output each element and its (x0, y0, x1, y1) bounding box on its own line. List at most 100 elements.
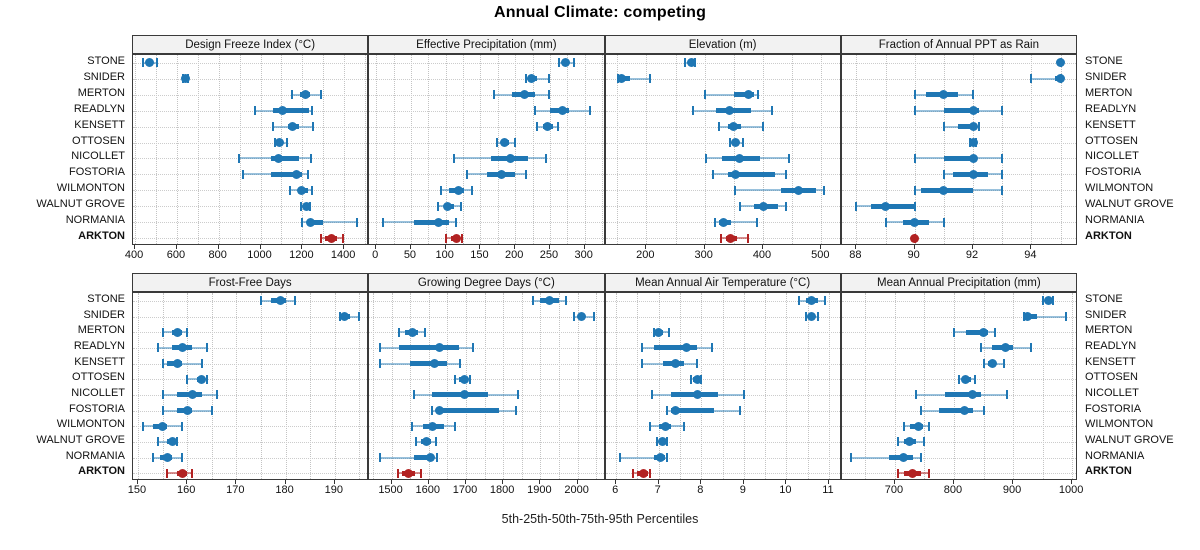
median-dot (660, 421, 670, 431)
grid-line-vertical (428, 55, 430, 244)
whisker-cap-high (942, 217, 945, 227)
grid-line-horizontal (605, 410, 840, 412)
whisker-cap-low (301, 217, 304, 227)
whisker-cap-low (161, 406, 164, 415)
grid-line-vertical (334, 293, 336, 479)
whisker-cap-low (412, 390, 415, 400)
site-label: READLYN (73, 339, 125, 352)
whisker-cap-low (640, 359, 643, 368)
grid-line-vertical (567, 55, 569, 244)
x-tick-label: 2000 (564, 484, 589, 496)
median-dot (403, 468, 413, 478)
panel-plot-area (840, 54, 1077, 245)
whisker-cap-low (411, 421, 414, 431)
median-dot (519, 90, 529, 100)
median-dot (505, 153, 515, 163)
median-dot (500, 138, 510, 148)
iqr-bar (273, 108, 309, 114)
iqr-bar (410, 361, 448, 366)
grid-line-vertical (616, 293, 618, 479)
grid-line-horizontal (133, 94, 368, 96)
whisker-cap-high (977, 122, 980, 132)
median-dot (162, 453, 172, 462)
whisker-cap-high (823, 185, 826, 195)
whisker-cap-high (710, 343, 713, 353)
iqr-bar (870, 203, 915, 209)
site-label: STONE (1085, 54, 1123, 67)
site-label: STONE (87, 54, 125, 67)
median-dot (881, 201, 890, 211)
grid-line-horizontal (133, 394, 368, 396)
whisker-cap-high (205, 343, 208, 353)
median-dot (1023, 312, 1033, 321)
x-tick-label: 1900 (527, 484, 552, 496)
site-label: READLYN (1085, 102, 1137, 115)
median-dot (306, 217, 316, 227)
grid-line-vertical (447, 293, 449, 479)
whisker-cap-high (459, 201, 462, 211)
whisker-cap-low (320, 233, 323, 243)
whisker-cap-high (1001, 185, 1004, 195)
whisker-cap-low (300, 201, 303, 211)
axis-tick-mark (820, 245, 822, 249)
median-dot (968, 169, 978, 179)
whisker-cap-low (804, 312, 807, 321)
site-label: OTTOSEN (1085, 371, 1138, 384)
whisker-cap-high (320, 90, 323, 100)
median-dot (735, 153, 745, 163)
whisker-cap-high (972, 90, 974, 100)
x-tick-label: 90 (907, 249, 920, 261)
grid-line-vertical (187, 293, 189, 479)
whisker-cap-high (176, 437, 179, 447)
x-tick-label: 200 (636, 249, 655, 261)
whisker-line (302, 221, 357, 224)
grid-line-vertical (410, 293, 412, 479)
median-dot (617, 74, 627, 84)
iqr-bar (270, 155, 300, 161)
site-label: SNIDER (83, 70, 125, 83)
whisker-cap-low (666, 406, 669, 415)
x-tick-label: 300 (574, 249, 593, 261)
iqr-bar (939, 408, 973, 413)
whisker-cap-high (460, 233, 463, 243)
site-label: MERTON (1085, 324, 1133, 337)
whisker-cap-high (994, 327, 997, 337)
grid-line-vertical (637, 293, 639, 479)
median-dot (961, 374, 971, 384)
site-label: ARKTON (1085, 230, 1132, 243)
whisker-cap-low (259, 296, 262, 306)
whisker-cap-high (982, 406, 985, 415)
grid-line-horizontal (605, 473, 840, 475)
axis-tick-mark (762, 245, 763, 249)
median-dot (427, 421, 437, 431)
whisker-line (620, 456, 668, 459)
site-label: FOSTORIA (68, 166, 125, 179)
x-tick-label: 170 (226, 484, 245, 496)
grid-line-horizontal (841, 142, 1076, 144)
median-dot (729, 122, 739, 132)
axis-tick-mark (615, 480, 617, 484)
whisker-cap-high (355, 217, 358, 227)
site-label: NICOLLET (71, 386, 125, 399)
whisker-cap-low (683, 58, 686, 68)
median-dot (905, 437, 915, 447)
site-label: STONE (1085, 292, 1123, 305)
x-tick-label: 700 (884, 484, 904, 496)
whisker-cap-low (734, 185, 736, 195)
median-dot (681, 343, 691, 353)
whisker-cap-high (310, 185, 313, 195)
whisker-cap-low (920, 406, 923, 415)
whisker-cap-low (533, 106, 536, 116)
whisker-cap-low (896, 468, 899, 478)
whisker-cap-high (181, 421, 184, 431)
whisker-cap-high (453, 421, 456, 431)
whisker-cap-high (306, 169, 309, 179)
iqr-bar (414, 219, 450, 225)
grid-line-horizontal (133, 142, 368, 144)
axis-tick-mark (1012, 480, 1014, 484)
grid-line-vertical (953, 293, 955, 479)
grid-line-vertical (239, 55, 241, 244)
median-dot (557, 106, 567, 116)
site-label: WALNUT GROVE (36, 433, 125, 446)
axis-tick-mark (375, 245, 377, 249)
